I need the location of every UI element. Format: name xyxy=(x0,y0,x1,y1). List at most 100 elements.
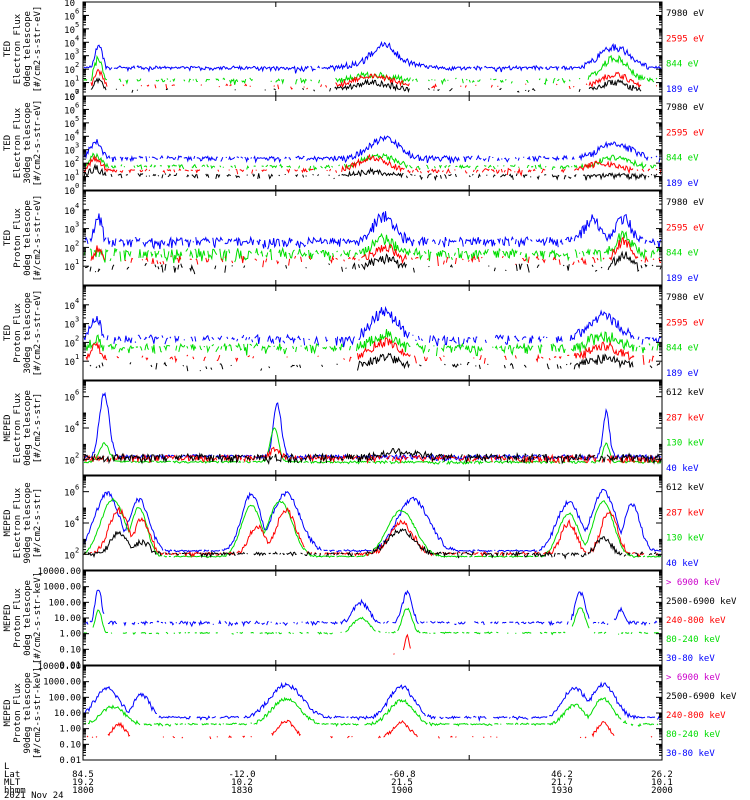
y-axis-label-line: MEPED xyxy=(3,699,13,726)
x-axis-date: 2021 Nov 24 xyxy=(4,791,64,800)
y-tick-label: 10 xyxy=(64,489,75,499)
x-axis-value: 1930 xyxy=(551,786,573,796)
legend-entry: 80-240 keV xyxy=(666,730,721,740)
panel-3-series-2 xyxy=(83,230,662,264)
y-tick-label: 0.01 xyxy=(59,661,81,671)
panel-4-series-4 xyxy=(89,352,661,372)
legend-entry: 2595 eV xyxy=(666,223,705,233)
panel-3-y-axis-label: TEDProton Flux0deg telescope[#/cm2-s-str… xyxy=(3,195,43,282)
y-tick-label: 10 xyxy=(64,339,75,349)
y-tick-exponent: 0 xyxy=(75,88,79,96)
x-axis-row-label: L xyxy=(4,762,9,772)
panel-2-series-1 xyxy=(83,135,661,164)
y-axis-label-line: TED xyxy=(3,325,13,341)
y-axis-label-line: 90deg telescope xyxy=(23,482,33,563)
y-axis-label-line: Proton Flux xyxy=(13,208,23,268)
legend-entry: 844 eV xyxy=(666,344,699,354)
x-axis-value: 1830 xyxy=(231,786,253,796)
y-tick-exponent: 4 xyxy=(75,297,79,305)
panel-3-series-3 xyxy=(90,236,662,268)
panel-6-series-4 xyxy=(83,528,662,560)
legend-entry: 287 keV xyxy=(666,508,705,518)
y-tick-label: 10.00 xyxy=(54,709,81,719)
y-tick-exponent: 1 xyxy=(75,353,79,361)
y-axis-label-line: TED xyxy=(3,135,13,151)
y-tick-label: 0.01 xyxy=(59,756,81,766)
legend-entry: 2595 eV xyxy=(666,318,705,328)
y-axis-label-line: 0deg telescope xyxy=(23,11,33,87)
x-axis-value: 46.2 xyxy=(551,770,573,780)
x-axis-value: 1900 xyxy=(391,786,413,796)
y-tick-exponent: 7 xyxy=(75,0,79,2)
y-tick-label: 10 xyxy=(64,0,75,9)
y-tick-label: 10 xyxy=(64,226,75,236)
y-tick-label: 10 xyxy=(64,520,75,530)
legend-entry: 2500-6900 keV xyxy=(666,692,737,702)
x-axis-value: 84.5 xyxy=(72,770,94,780)
x-axis-value: -12.0 xyxy=(228,770,255,780)
y-tick-label: 10 xyxy=(64,263,75,273)
panel-5-series-1 xyxy=(83,391,662,462)
x-axis-value: 21.5 xyxy=(391,778,413,788)
y-tick-label: 10 xyxy=(64,53,75,63)
legend-entry: 2595 eV xyxy=(666,34,705,44)
y-tick-exponent: 1 xyxy=(75,75,79,83)
x-axis-value: 26.2 xyxy=(651,770,673,780)
legend-entry: 130 keV xyxy=(666,439,705,449)
y-tick-exponent: 1 xyxy=(75,169,79,177)
y-axis-label-line: TED xyxy=(3,230,13,246)
y-tick-exponent: 3 xyxy=(75,142,79,150)
legend-entry: 80-240 keV xyxy=(666,635,721,645)
y-axis-label-line: [#/cm2-s-str-eV] xyxy=(33,100,43,187)
y-tick-label: 10 xyxy=(64,66,75,76)
y-tick-exponent: 4 xyxy=(75,34,79,42)
y-axis-label-line: 90deg telescope xyxy=(23,672,33,753)
y-tick-label: 10 xyxy=(64,133,75,143)
y-tick-label: 10 xyxy=(64,39,75,49)
y-tick-exponent: 6 xyxy=(75,7,79,15)
y-tick-exponent: 6 xyxy=(75,484,79,492)
y-tick-label: 0.10 xyxy=(59,740,81,750)
panel-5-series-2 xyxy=(83,427,662,466)
y-tick-label: 10 xyxy=(64,207,75,217)
panel-1-series-4 xyxy=(91,79,657,93)
panel-4-series-1 xyxy=(83,305,662,348)
x-axis-row-label: Lat xyxy=(4,770,20,780)
legend-entry: 612 keV xyxy=(666,483,705,493)
y-tick-exponent: 4 xyxy=(75,515,79,523)
y-tick-label: 10 xyxy=(64,394,75,404)
legend-entry: 30-80 keV xyxy=(666,749,715,759)
y-axis-label-line: Proton Flux xyxy=(13,303,23,363)
legend-entry: 189 eV xyxy=(666,369,699,379)
x-axis-value: -60.8 xyxy=(388,770,415,780)
panel-8-frame xyxy=(82,665,663,761)
y-tick-label: 10 xyxy=(64,244,75,254)
y-tick-label: 1000.00 xyxy=(43,583,81,593)
legend-entry: 130 keV xyxy=(666,534,705,544)
y-axis-label-line: Electron Flux xyxy=(13,107,23,178)
y-tick-label: 1.00 xyxy=(59,725,81,735)
legend-entry: 2500-6900 keV xyxy=(666,597,737,607)
panel-6-series-3 xyxy=(85,508,661,557)
panel-6-y-axis-label: MEPEDElectron Flux90deg telescope[#/cm2-… xyxy=(3,482,43,563)
legend-entry: 7980 eV xyxy=(666,103,705,113)
panel-6-series-2 xyxy=(83,497,662,559)
y-tick-label: 10 xyxy=(64,187,75,197)
y-axis-label-line: 0deg telescope xyxy=(23,580,33,656)
y-tick-label: 10 xyxy=(64,93,75,103)
y-tick-label: 100.00 xyxy=(48,598,81,608)
y-tick-label: 1.00 xyxy=(59,630,81,640)
y-axis-label-line: [#/cm2-s-str-eV] xyxy=(33,195,43,282)
legend-entry: 2595 eV xyxy=(666,128,705,138)
panel-5-series-4 xyxy=(83,448,662,465)
y-tick-exponent: 2 xyxy=(75,61,79,69)
y-tick-label: 10 xyxy=(64,80,75,90)
legend-entry: 30-80 keV xyxy=(666,654,715,664)
y-axis-label-line: Electron Flux xyxy=(13,13,23,84)
legend-entry: 189 eV xyxy=(666,274,699,284)
